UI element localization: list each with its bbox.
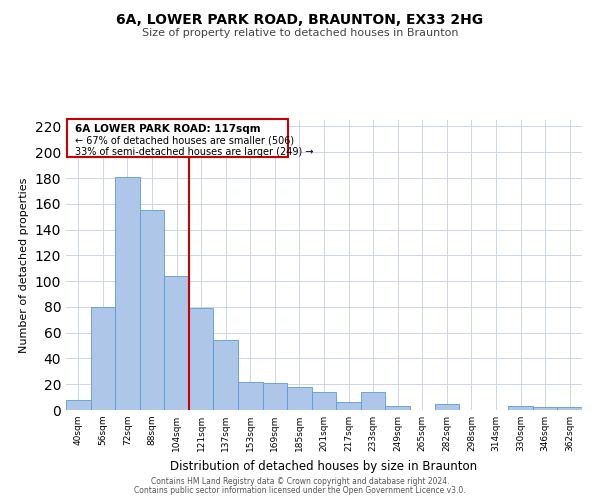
- FancyBboxPatch shape: [67, 118, 289, 158]
- Bar: [385, 406, 410, 410]
- Bar: [336, 402, 361, 410]
- Text: Contains public sector information licensed under the Open Government Licence v3: Contains public sector information licen…: [134, 486, 466, 495]
- Text: Contains HM Land Registry data © Crown copyright and database right 2024.: Contains HM Land Registry data © Crown c…: [151, 477, 449, 486]
- Bar: [115, 176, 140, 410]
- Bar: [312, 392, 336, 410]
- Text: ← 67% of detached houses are smaller (506): ← 67% of detached houses are smaller (50…: [74, 136, 294, 145]
- Bar: [533, 408, 557, 410]
- Bar: [361, 392, 385, 410]
- Y-axis label: Number of detached properties: Number of detached properties: [19, 178, 29, 352]
- Bar: [66, 400, 91, 410]
- Bar: [238, 382, 263, 410]
- Bar: [287, 387, 312, 410]
- Text: Size of property relative to detached houses in Braunton: Size of property relative to detached ho…: [142, 28, 458, 38]
- Text: 6A LOWER PARK ROAD: 117sqm: 6A LOWER PARK ROAD: 117sqm: [74, 124, 260, 134]
- Bar: [189, 308, 214, 410]
- Bar: [557, 408, 582, 410]
- X-axis label: Distribution of detached houses by size in Braunton: Distribution of detached houses by size …: [170, 460, 478, 472]
- Bar: [164, 276, 189, 410]
- Bar: [508, 406, 533, 410]
- Bar: [263, 383, 287, 410]
- Text: 6A, LOWER PARK ROAD, BRAUNTON, EX33 2HG: 6A, LOWER PARK ROAD, BRAUNTON, EX33 2HG: [116, 12, 484, 26]
- Bar: [434, 404, 459, 410]
- Bar: [140, 210, 164, 410]
- Bar: [91, 307, 115, 410]
- Text: 33% of semi-detached houses are larger (249) →: 33% of semi-detached houses are larger (…: [74, 147, 313, 157]
- Bar: [214, 340, 238, 410]
